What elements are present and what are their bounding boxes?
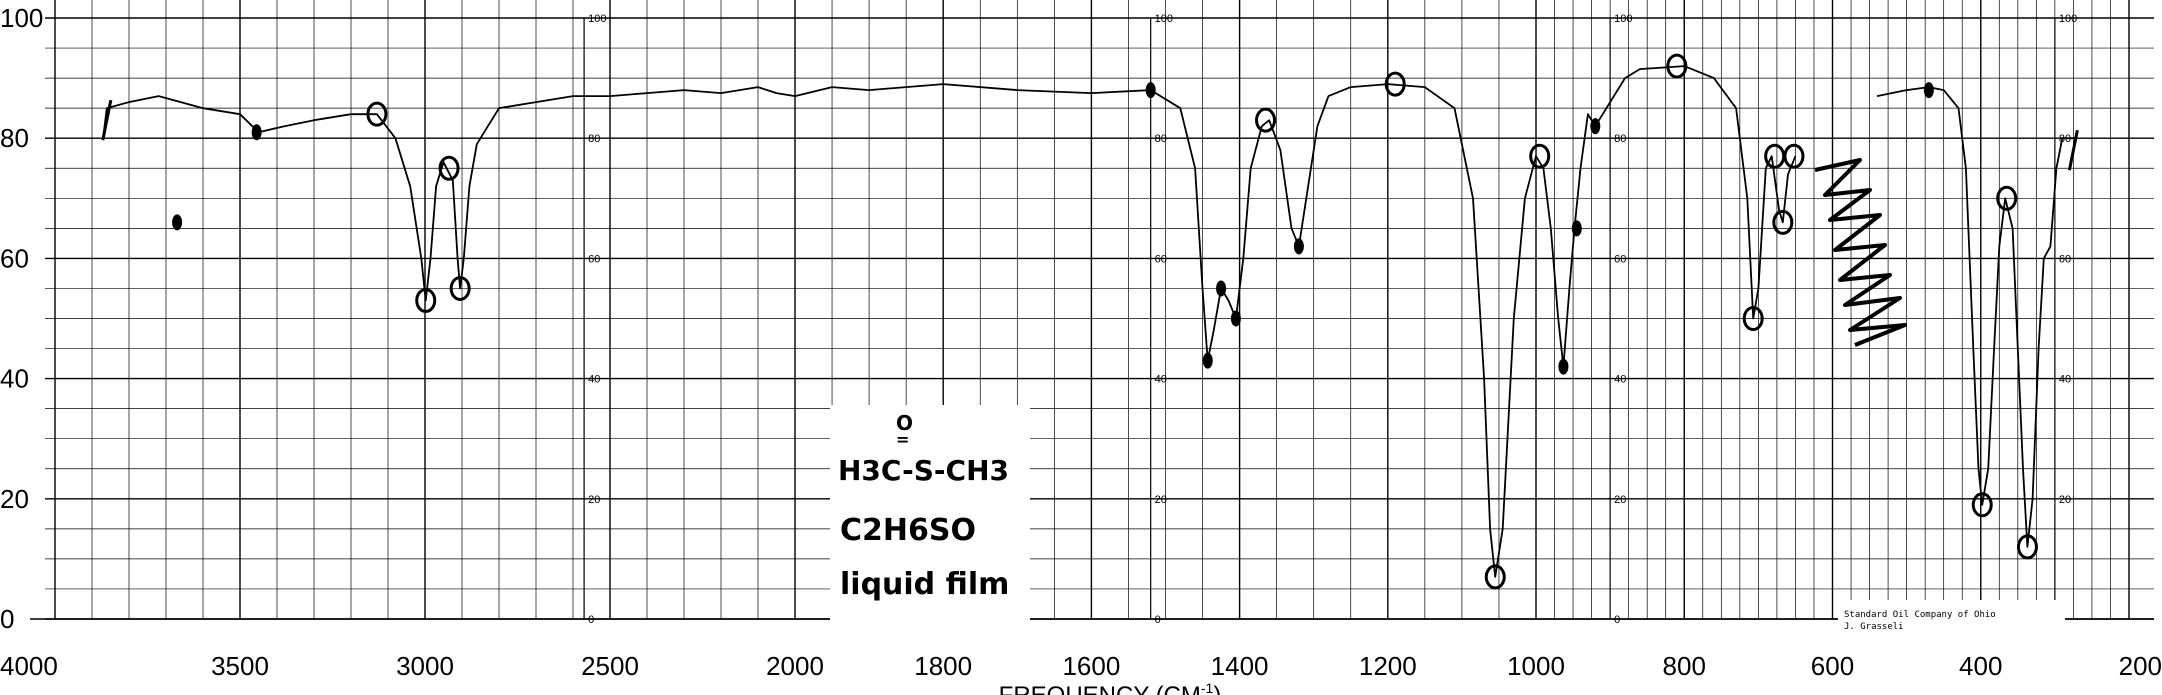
inner-scale-label: 40 [1614, 374, 1626, 386]
scribble-mark [1814, 158, 1907, 347]
oxygen-label: O [896, 411, 913, 435]
inner-scale-label: 40 [2059, 374, 2071, 386]
y-tick-label: 60 [0, 243, 29, 273]
spectrum-traces [102, 65, 2078, 578]
y-tick-label: 0 [0, 604, 14, 634]
y-tick-label: 80 [0, 123, 29, 153]
x-axis-label-close: ) [1213, 682, 1221, 695]
inner-scale-label: 100 [2059, 13, 2077, 25]
peak-circle-marker [1772, 209, 1794, 235]
inner-scale-label: 20 [2059, 494, 2071, 506]
inner-scale-label: 60 [2059, 253, 2071, 265]
peak-circle-marker [1742, 306, 1764, 331]
peak-circle-marker [438, 155, 460, 181]
inner-scale-label: 60 [588, 253, 600, 265]
x-tick-label: 200 [2119, 651, 2162, 681]
x-tick-label: 1800 [914, 651, 972, 681]
x-axis-label-text: FREQUENCY (CM [999, 682, 1201, 695]
peak-circle-marker [1384, 71, 1406, 97]
peak-circle-marker [366, 101, 388, 127]
peak-circle-marker [1783, 143, 1805, 169]
peak-markers [101, 53, 2079, 590]
inner-scale-label: 80 [1155, 133, 1167, 145]
x-tick-label: 4000 [0, 651, 58, 681]
hand-tick-marker [101, 99, 113, 141]
peak-circle-marker [1666, 53, 1688, 79]
peak-circle-marker [1996, 185, 2018, 211]
peak-dot-marker [172, 214, 183, 231]
peak-dot-marker [251, 124, 262, 141]
inner-scale-label: 0 [1155, 614, 1161, 626]
peak-circle-marker [1529, 143, 1551, 169]
peak-circle-marker [415, 287, 437, 313]
x-tick-label: 1400 [1211, 651, 1269, 681]
y-tick-label: 100 [0, 3, 43, 33]
inner-transmittance-scales: 1008060402001008060402001008060402001008… [583, 13, 2077, 626]
x-tick-label: 800 [1663, 651, 1706, 681]
y-axis-ticks: 100 80 60 40 20 0 [0, 3, 43, 634]
y-tick-label: 40 [0, 364, 29, 394]
credit-line-2: J. Grasseli [1844, 622, 1904, 632]
inner-scale-label: 100 [1155, 13, 1173, 25]
structural-formula: H3C-S-CH3 [838, 454, 1009, 487]
peak-circle-marker [1971, 492, 1993, 518]
peak-circle-marker [1484, 564, 1506, 590]
x-tick-label: 1200 [1359, 651, 1417, 681]
inner-scale-label: 0 [588, 614, 594, 626]
inner-scale-label: 0 [1614, 614, 1620, 626]
peak-circle-marker [449, 275, 471, 301]
peak-circle-marker [1764, 143, 1786, 169]
peak-dot-marker [1558, 358, 1569, 375]
peak-dot-marker [1216, 280, 1227, 297]
major-grid [30, 0, 2154, 620]
double-bond-mark: = [896, 430, 909, 449]
inner-scale-label: 80 [1614, 133, 1626, 145]
peak-dot-marker [1202, 352, 1213, 369]
hand-tick-marker [2067, 129, 2079, 171]
inner-scale-label: 80 [588, 133, 600, 145]
peak-dot-marker [1590, 118, 1601, 135]
credit-box-background [1838, 600, 2065, 638]
cross-out-scribble [1814, 158, 1907, 347]
credit-line-1: Standard Oil Company of Ohio [1844, 610, 1996, 620]
spectrum-trace-1 [102, 65, 1797, 578]
inner-scale-label: 60 [1155, 253, 1167, 265]
y-tick-label: 20 [0, 484, 29, 514]
peak-dot-marker [1571, 220, 1582, 237]
x-tick-label: 1000 [1507, 651, 1565, 681]
x-tick-label: 400 [1959, 651, 2002, 681]
x-axis-label-superscript: -1 [1201, 680, 1214, 695]
peak-circle-marker [2016, 534, 2038, 560]
credit-box: Standard Oil Company of Ohio J. Grasseli [1838, 600, 2065, 638]
sample-description: liquid film [840, 567, 1009, 602]
x-tick-label: 3500 [211, 651, 269, 681]
x-tick-label: 3000 [396, 651, 454, 681]
x-tick-label: 2500 [581, 651, 639, 681]
inner-scale-label: 40 [588, 374, 600, 386]
inner-scale-label: 20 [1155, 494, 1167, 506]
x-tick-label: 2000 [766, 651, 824, 681]
inner-scale-label: 60 [1614, 253, 1626, 265]
x-axis-label: FREQUENCY (CM-1) [999, 680, 1222, 695]
inner-scale-label: 100 [1614, 13, 1632, 25]
peak-dot-marker [1230, 310, 1241, 327]
inner-scale-label: 20 [588, 494, 600, 506]
minor-grid [45, 0, 2154, 619]
molecular-formula: C2H6SO [840, 513, 976, 548]
x-tick-label: 600 [1811, 651, 1854, 681]
inner-scale-label: 40 [1155, 374, 1167, 386]
peak-dot-marker [1145, 82, 1156, 99]
compound-annotation: O = H3C-S-CH3 C2H6SO liquid film [830, 405, 1030, 620]
inner-scale-label: 100 [588, 13, 606, 25]
peak-circle-marker [1255, 107, 1277, 133]
annotation-box-background [830, 405, 1030, 620]
x-tick-label: 1600 [1062, 651, 1120, 681]
peak-dot-marker [1923, 82, 1934, 99]
inner-scale-label: 20 [1614, 494, 1626, 506]
spectrum-trace-2 [1876, 86, 2078, 548]
x-axis-ticks: 4000 3500 3000 2500 2000 1800 1600 1400 1200 1000… [0, 651, 2162, 681]
peak-dot-marker [1293, 238, 1304, 255]
